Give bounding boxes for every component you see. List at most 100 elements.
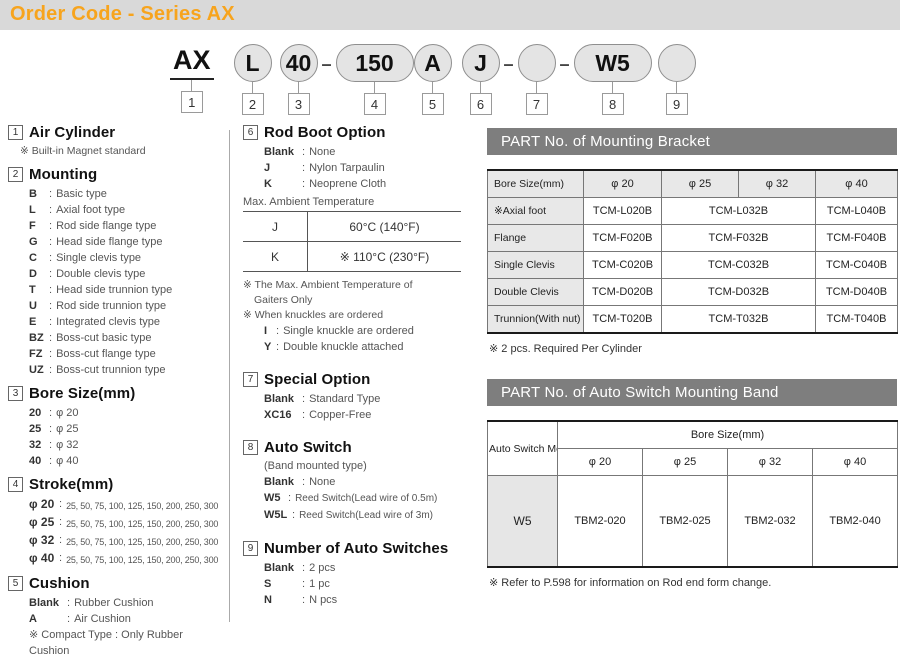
- row-label: Trunnion(With nut): [487, 305, 584, 334]
- section-stroke: 4 Stroke(mm) φ 20:25, 50, 75, 100, 125, …: [8, 476, 224, 568]
- bracket-table-note: ※ 2 pcs. Required Per Cylinder: [489, 343, 642, 355]
- code-numbox-9: 9: [665, 93, 688, 115]
- code-symbol-stroke: 150: [335, 44, 414, 82]
- section-number: 1: [8, 125, 23, 140]
- section-mounting: 2 Mounting B: Basic type L: Axial foot typ…: [8, 166, 224, 378]
- list-item: XC16: Copper-Free: [264, 409, 372, 421]
- part-number-cell: TCM-L040B: [815, 197, 898, 225]
- code-segment-stroke: 150 4: [335, 44, 414, 115]
- section-number: 9: [243, 541, 258, 556]
- list-item: D: Double clevis type: [29, 268, 146, 280]
- list-item: FZ: Boss-cut flange type: [29, 348, 156, 360]
- list-item: T: Head side trunnion type: [29, 284, 173, 296]
- list-item: BZ: Boss-cut basic type: [29, 332, 152, 344]
- list-item: Blank:2 pcs: [264, 562, 336, 574]
- list-item: φ 25:25, 50, 75, 100, 125, 150, 200, 250…: [29, 515, 219, 529]
- part-number-cell: TCM-L020B: [583, 197, 662, 225]
- code-symbol-series: AX: [170, 44, 214, 80]
- leader-line: [480, 82, 482, 93]
- mounting-bracket-table: Bore Size(mm) φ 20 φ 25 φ 32 φ 40 ※Axial…: [487, 169, 898, 334]
- code-symbol-switch-qty: [657, 44, 696, 82]
- leader-line: [676, 82, 678, 93]
- list-item: 20: φ 20: [29, 407, 79, 419]
- row-label: ※Axial foot: [487, 197, 584, 225]
- page-header: Order Code - Series AX: [0, 0, 900, 30]
- code-numbox-8: 8: [601, 93, 624, 115]
- leader-line: [374, 82, 376, 93]
- middle-column: 6 Rod Boot Option Blank: None J: Nylon Tar…: [243, 124, 467, 615]
- list-item: I: Single knuckle are ordered: [264, 325, 414, 337]
- part-number-cell: TBM2-032: [727, 475, 813, 568]
- code-numbox-2: 2: [241, 93, 264, 115]
- list-item: 40: φ 40: [29, 455, 79, 467]
- column-header: φ 32: [738, 169, 816, 198]
- list-item: A: Air Cushion: [29, 613, 131, 625]
- column-header: Bore Size(mm): [556, 420, 899, 449]
- code-segment-auto-switch: W5 8: [573, 44, 652, 115]
- column-header: φ 20: [583, 169, 662, 198]
- rod-boot-note: ※ The Max. Ambient Temperature of: [243, 279, 413, 291]
- section-number: 3: [8, 386, 23, 401]
- temp-code-cell: K: [243, 241, 308, 272]
- list-item: φ 40:25, 50, 75, 100, 125, 150, 200, 250…: [29, 551, 219, 565]
- section-auto-switch: 8 Auto Switch (Band mounted type) Blank:…: [243, 439, 467, 524]
- code-symbol-bore: 40: [279, 44, 318, 82]
- part-number-cell: TCM-C040B: [815, 251, 898, 279]
- table-row: K ※ 110°C (230°F): [243, 241, 461, 272]
- table-row: J 60°C (140°F): [243, 211, 461, 242]
- list-item: F: Rod side flange type: [29, 220, 157, 232]
- ambient-temp-table: J 60°C (140°F) K ※ 110°C (230°F): [243, 211, 461, 272]
- switch-band-table-title: PART No. of Auto Switch Mounting Band: [487, 379, 897, 406]
- section-title: Number of Auto Switches: [264, 540, 449, 557]
- part-number-cell: TBM2-025: [642, 475, 728, 568]
- table-header-row: Auto Switch Model Bore Size(mm): [487, 420, 899, 476]
- column-header: φ 20: [557, 448, 643, 476]
- temp-code-cell: J: [243, 211, 308, 242]
- section-title: Special Option: [264, 371, 371, 388]
- code-segment-special-option: 7: [517, 44, 556, 115]
- list-item: U: Rod side trunnion type: [29, 300, 167, 312]
- section-title: Stroke(mm): [29, 476, 114, 493]
- auto-switch-subtitle: (Band mounted type): [264, 460, 367, 472]
- part-number-cell: TCM-D040B: [815, 278, 898, 306]
- list-item: J: Nylon Tarpaulin: [264, 162, 385, 174]
- table-row: Flange TCM-F020B TCM-F032B TCM-F040B: [487, 224, 898, 252]
- section-number: 5: [8, 576, 23, 591]
- code-segment-cushion: A 5: [413, 44, 452, 115]
- table-row: Trunnion(With nut) TCM-T020B TCM-T032B T…: [487, 305, 898, 334]
- part-number-cell: TCM-T032B: [661, 305, 816, 334]
- part-number-cell: TCM-T040B: [815, 305, 898, 334]
- column-header: φ 40: [811, 448, 899, 476]
- band-table-note: ※ Refer to P.598 for information on Rod …: [489, 577, 772, 589]
- section-number: 2: [8, 167, 23, 182]
- right-column: PART No. of Mounting Bracket Bore Size(m…: [487, 128, 899, 589]
- table-row: ※Axial foot TCM-L020B TCM-L032B TCM-L040…: [487, 197, 898, 225]
- list-item: Y: Double knuckle attached: [264, 341, 404, 353]
- code-segment-mounting: L 2: [233, 44, 272, 115]
- list-item: W5: Reed Switch(Lead wire of 0.5m): [264, 492, 438, 504]
- part-number-cell: TBM2-040: [811, 475, 899, 568]
- rod-boot-note: Gaiters Only: [254, 294, 313, 306]
- list-item: Blank: Standard Type: [264, 393, 381, 405]
- section-cushion: 5 Cushion Blank: Rubber Cushion A: Air Cus…: [8, 575, 224, 659]
- list-item: Blank: None: [264, 146, 336, 158]
- left-column: 1 Air Cylinder ※ Built-in Magnet standar…: [8, 124, 224, 666]
- section-title: Mounting: [29, 166, 98, 183]
- code-numbox-4: 4: [363, 93, 386, 115]
- row-label: Double Clevis: [487, 278, 584, 306]
- list-item: B: Basic type: [29, 188, 107, 200]
- leader-line: [252, 82, 254, 93]
- order-code-diagram: AX 1 L 2 40 3 – 150 4 A 5 J 6 – 7 – W5 8: [170, 44, 696, 115]
- list-item: 25: φ 25: [29, 423, 79, 435]
- code-numbox-1: 1: [180, 91, 203, 113]
- list-item: G: Head side flange type: [29, 236, 163, 248]
- section-bore-size: 3 Bore Size(mm) 20: φ 20 25: φ 25 32: φ 32 …: [8, 385, 224, 469]
- column-divider: [229, 130, 230, 622]
- column-header: φ 25: [661, 169, 739, 198]
- temp-value-cell: ※ 110°C (230°F): [307, 241, 461, 272]
- switch-band-table: Auto Switch Model Bore Size(mm) φ 20 φ 2…: [487, 420, 899, 568]
- list-item: Blank: Rubber Cushion: [29, 597, 154, 609]
- code-segment-series: AX 1: [170, 44, 214, 113]
- leader-line: [612, 82, 614, 93]
- part-number-cell: TCM-D020B: [583, 278, 662, 306]
